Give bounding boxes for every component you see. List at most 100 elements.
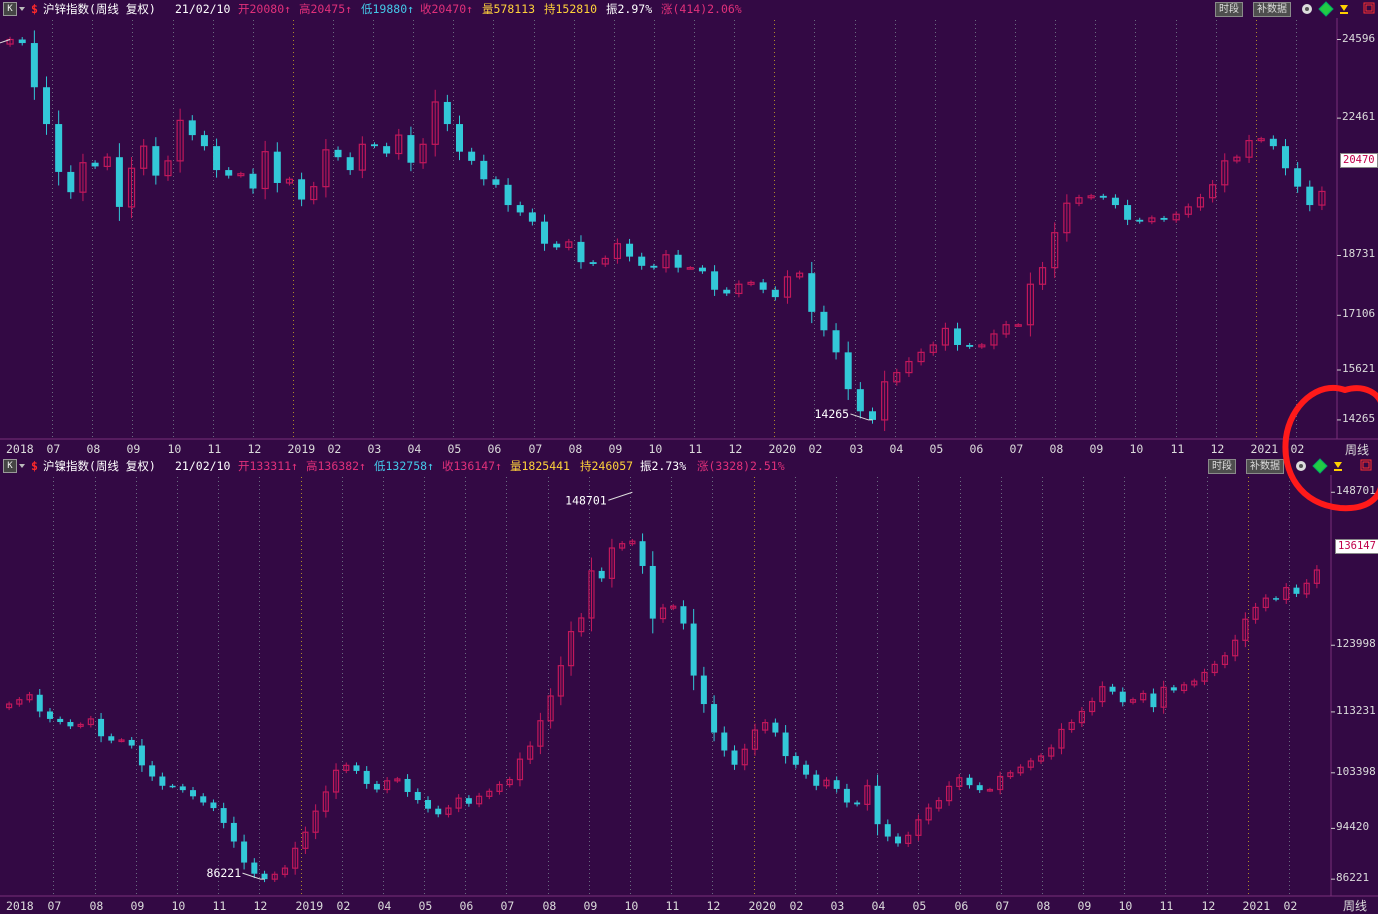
candle-up [1160, 686, 1167, 708]
zinc-chart-panel: K $ 沪锌指数(周线 复权) 21/02/10 开20080↑ 高20475↑… [0, 1, 1378, 457]
candle-down [1124, 205, 1132, 220]
candle-up [87, 718, 94, 726]
arrow-down-icon[interactable] [1338, 2, 1350, 16]
candle-down [528, 212, 536, 222]
candle-down [36, 694, 43, 712]
candle-up [16, 699, 23, 705]
period-label: 周线 [1345, 443, 1370, 457]
candle-down [55, 124, 63, 172]
zinc-low: 低19880↑ [361, 2, 415, 16]
candle-up [1262, 597, 1269, 609]
y-tick-label: 17106 [1342, 307, 1376, 321]
candle-down [782, 732, 789, 757]
candle-up [302, 831, 309, 849]
candle-down [363, 770, 370, 784]
candle-down [251, 862, 258, 874]
x-tick-label: 12 [254, 899, 268, 913]
zinc-high: 高20475↑ [299, 2, 353, 16]
candle-up [140, 145, 148, 169]
chevron-down-icon[interactable] [19, 464, 25, 468]
x-tick-label: 07 [996, 899, 1010, 913]
candle-down [854, 802, 861, 805]
diamond-icon[interactable] [1318, 1, 1334, 17]
candle-up [164, 160, 172, 177]
x-tick-label: 10 [172, 899, 186, 913]
nickel-volume: 量1825441 [510, 459, 570, 473]
candle-down [711, 704, 718, 733]
x-tick-label: 07 [48, 899, 62, 913]
supplement-data-button[interactable]: 补数据 [1246, 459, 1284, 474]
gear-icon[interactable] [1300, 2, 1314, 16]
candle-down [598, 570, 605, 579]
supplement-data-button[interactable]: 补数据 [1253, 2, 1291, 17]
candle-up [1233, 156, 1241, 162]
nickel-low: 低132758↑ [374, 459, 434, 473]
candle-up [565, 241, 573, 249]
x-tick-label: 12 [1202, 899, 1216, 913]
x-tick-label: 04 [872, 899, 886, 913]
x-tick-label: 07 [47, 442, 61, 456]
candle-down [639, 541, 646, 566]
nickel-high: 高136382↑ [306, 459, 366, 473]
candle-down [844, 352, 852, 390]
candle-up [292, 847, 299, 869]
x-tick-label: 09 [609, 442, 623, 456]
y-tick-label: 113231 [1336, 703, 1376, 717]
candle-down [690, 623, 697, 676]
candle-up [1221, 655, 1229, 666]
candle-down [30, 43, 38, 88]
candle-up [1180, 684, 1188, 692]
candle-up [1172, 213, 1180, 221]
candle-up [1017, 766, 1024, 774]
x-tick-label: 08 [90, 899, 104, 913]
candle-up [1051, 232, 1059, 269]
candle-up [613, 243, 622, 260]
chart-type-button[interactable]: K [3, 2, 17, 16]
candle-down [480, 160, 488, 180]
candle-up [419, 143, 427, 164]
high-pointer [608, 491, 633, 501]
candle-down [650, 265, 658, 268]
candle-down [966, 777, 973, 786]
candle-up [394, 778, 401, 782]
candle-down [680, 606, 687, 624]
candle-down [843, 788, 850, 803]
x-tick-label: 02 [337, 899, 351, 913]
candle-down [1269, 138, 1277, 147]
close-icon[interactable] [1363, 2, 1376, 15]
x-tick-label: 07 [1010, 442, 1024, 456]
candle-up [747, 281, 755, 285]
candle-down [128, 739, 135, 746]
low-pointer [242, 872, 265, 880]
x-tick-label: 02 [1284, 899, 1298, 913]
y-tick-label: 18731 [1342, 247, 1376, 261]
period-button[interactable]: 时段 [1215, 2, 1243, 17]
x-tick-label: 03 [368, 442, 382, 456]
candle-down [771, 289, 779, 298]
chevron-down-icon[interactable] [19, 7, 25, 11]
candle-down [868, 411, 876, 420]
x-tick-label: 2021 [1251, 442, 1279, 456]
candle-down [220, 808, 227, 823]
candle-down [353, 765, 360, 771]
nickel-change: 涨(3328)2.51% [697, 459, 785, 473]
candle-down [954, 328, 962, 345]
candle-down [435, 808, 442, 815]
candle-up [1318, 190, 1326, 206]
candle-up [395, 134, 403, 155]
zinc-symbol-name: 沪锌指数(周线 复权) [43, 2, 156, 16]
zinc-volume: 量578113 [482, 2, 536, 16]
chart-type-button[interactable]: K [3, 459, 17, 473]
candle-down [190, 790, 197, 797]
x-tick-label: 10 [1130, 442, 1144, 456]
x-tick-label: 11 [689, 442, 703, 456]
zinc-open: 开20080↑ [238, 2, 292, 16]
candle-down [577, 241, 585, 263]
period-button[interactable]: 时段 [1208, 459, 1236, 474]
candle-up [670, 605, 677, 609]
x-tick-label: 2019 [288, 442, 316, 456]
candle-down [698, 267, 706, 272]
y-tick-label: 103398 [1336, 764, 1376, 778]
candle-up [79, 162, 87, 193]
